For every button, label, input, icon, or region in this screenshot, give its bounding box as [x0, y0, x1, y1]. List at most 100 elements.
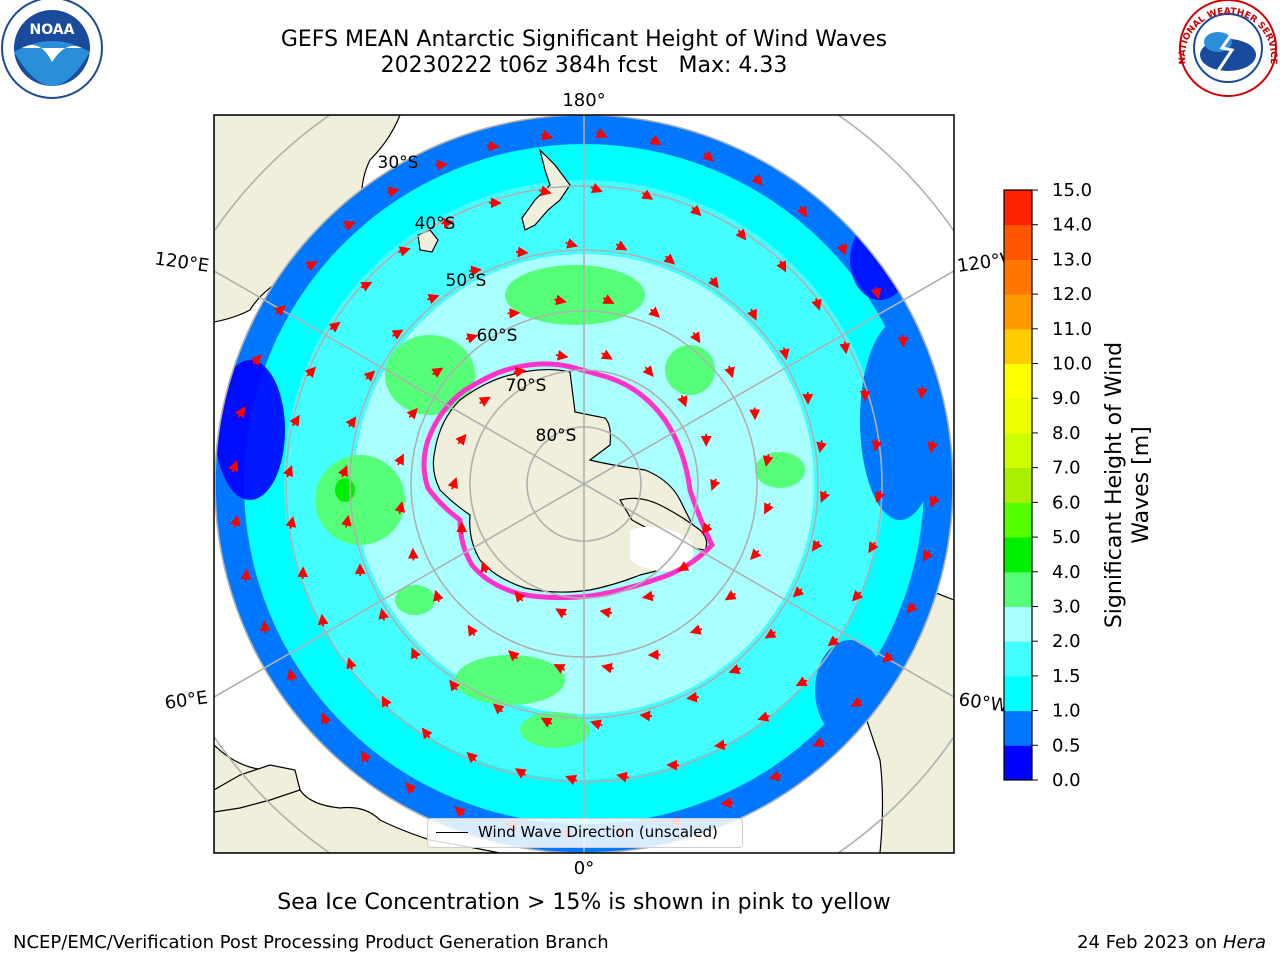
wind-wave-arrow — [394, 501, 406, 514]
wind-wave-arrow — [338, 465, 348, 478]
legend-line-swatch — [436, 832, 468, 833]
wind-wave-arrow — [906, 602, 918, 614]
wind-wave-arrow — [346, 657, 357, 670]
colorbar-segment — [1004, 259, 1032, 295]
colorbar-segment — [1004, 745, 1032, 781]
wind-wave-arrow — [455, 433, 467, 446]
wind-wave-arrow — [305, 260, 318, 272]
wind-wave-arrow — [720, 797, 734, 809]
wind-wave-arrow — [764, 628, 777, 639]
wind-wave-arrow — [601, 662, 614, 674]
wind-wave-arrow — [317, 613, 329, 627]
wind-wave-arrow — [391, 329, 404, 340]
colorbar-tick-label: 14.0 — [1052, 215, 1092, 236]
land-madagascar — [214, 764, 301, 813]
noaa-logo-icon: NOAA — [1, 0, 103, 99]
lat-label-80s: 80°S — [536, 426, 577, 446]
wind-wave-arrow — [927, 440, 939, 454]
wind-wave-arrow — [702, 150, 714, 162]
wind-wave-arrow — [641, 189, 654, 200]
wind-wave-arrow — [434, 159, 448, 171]
colorbar-tick-label: 9.0 — [1052, 388, 1081, 409]
wind-wave-arrow — [724, 365, 735, 379]
map-frame — [213, 114, 955, 854]
wind-wave-arrow — [677, 394, 688, 408]
wind-wave-arrow — [514, 591, 526, 603]
lon-label-120e: 120°E — [153, 248, 210, 276]
wind-wave-arrow — [642, 365, 654, 377]
colorbar-segment — [1004, 398, 1032, 434]
wind-wave-arrow — [407, 547, 419, 561]
wind-wave-arrow — [762, 454, 774, 467]
wind-wave-arrow — [602, 294, 615, 304]
wind-wave-arrow — [328, 321, 341, 333]
lat-label-40s: 40°S — [415, 214, 456, 234]
wind-wave-arrow — [816, 440, 827, 454]
wind-wave-arrow — [648, 306, 661, 318]
wind-wave-arrow — [363, 370, 376, 382]
wind-wave-arrow — [792, 586, 805, 598]
wind-wave-arrow — [875, 490, 886, 503]
wind-wave-arrow — [289, 414, 300, 427]
wind-wave-arrow — [599, 607, 613, 618]
lon-label-60w: 60°W — [957, 689, 1009, 717]
wind-wave-arrow — [750, 548, 762, 561]
colorbar-segment — [1004, 224, 1032, 260]
footer-machine: Hera — [1222, 932, 1266, 953]
colorbar-title-line1: Significant Height of Wind — [1102, 341, 1127, 629]
wind-wave-arrow — [514, 768, 527, 779]
wind-wave-arrow — [467, 624, 478, 637]
colorbar-tick-label: 5.0 — [1052, 527, 1081, 548]
wind-wave-arrow — [411, 647, 421, 660]
wind-wave-arrow — [871, 439, 883, 452]
lat-label-30s: 30°S — [378, 153, 419, 173]
wind-wave-arrow — [240, 568, 252, 582]
colorbar-segment — [1004, 571, 1032, 607]
wind-wave-arrow — [540, 129, 554, 141]
wind-wave-arrow — [539, 185, 552, 197]
wind-wave-arrow — [747, 308, 757, 321]
colorbar-tick-label: 1.0 — [1052, 701, 1081, 722]
wind-wave-arrow — [882, 651, 894, 663]
wind-wave-arrow — [689, 624, 703, 635]
wind-wave-arrow — [229, 514, 241, 528]
wind-wave-arrow — [728, 663, 741, 675]
wind-wave-arrow — [897, 334, 909, 348]
wind-wave-arrow — [540, 717, 553, 728]
colorbar-tick-label: 3.0 — [1052, 596, 1081, 617]
colorbar-tick-label: 10.0 — [1052, 354, 1092, 375]
wind-wave-arrow — [615, 240, 628, 251]
colorbar-tick-label: 0.5 — [1052, 735, 1081, 756]
wind-wave-arrow — [478, 396, 491, 407]
wind-wave-arrow — [811, 539, 823, 552]
colorbar-segment — [1004, 190, 1032, 226]
map-legend: Wind Wave Direction (unscaled) — [427, 818, 743, 848]
wind-wave-arrow — [641, 590, 655, 602]
colorbar-frame — [1003, 189, 1033, 781]
wind-wave-arrow — [447, 477, 458, 490]
wind-wave-arrow — [480, 560, 491, 574]
wind-wave-arrow — [647, 649, 661, 661]
colorbar-tick-label: 7.0 — [1052, 458, 1081, 479]
sea-ice-note: Sea Ice Concentration > 15% is shown in … — [277, 890, 891, 915]
wind-wave-arrow — [427, 293, 440, 305]
wind-wave-arrow — [454, 806, 466, 818]
wind-wave-arrow — [398, 246, 411, 257]
wind-wave-arrow — [820, 490, 830, 503]
colorbar-tick-label: 15.0 — [1052, 180, 1092, 201]
wind-wave-arrow — [677, 561, 690, 572]
wind-wave-arrow — [406, 407, 418, 420]
wind-wave-arrow — [360, 750, 372, 763]
wind-wave-arrow — [749, 407, 761, 421]
wind-wave-arrow — [663, 253, 676, 265]
wind-wave-arrow — [421, 727, 433, 740]
wind-wave-arrow — [486, 140, 500, 152]
wind-wave-arrow — [433, 589, 444, 603]
wind-wave-arrow — [836, 243, 847, 256]
colorbar-segment — [1004, 467, 1032, 503]
map-plot-area — [214, 115, 954, 853]
wind-wave-arrow — [285, 516, 297, 529]
wind-wave-arrow — [713, 739, 727, 751]
wind-wave-arrow — [795, 676, 808, 687]
wind-wave-arrow — [868, 541, 879, 554]
